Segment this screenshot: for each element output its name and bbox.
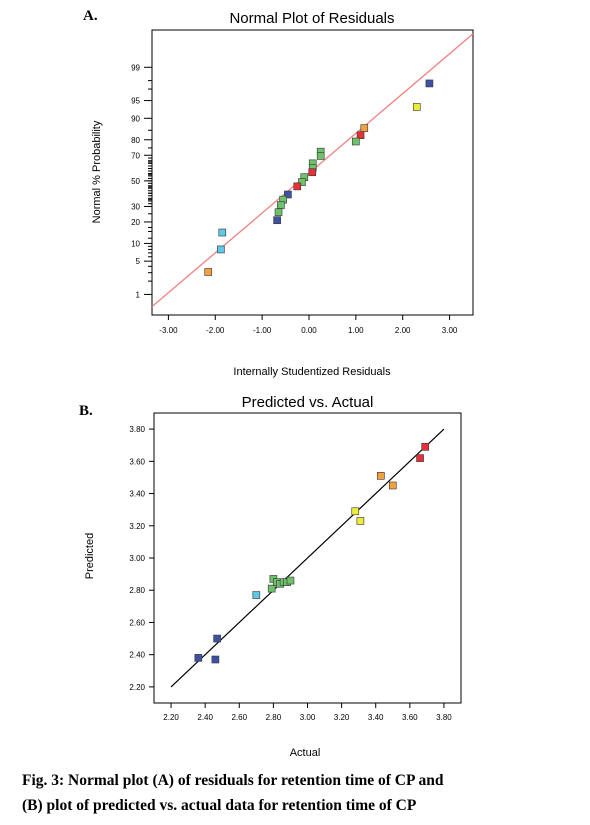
panel-a-x-axis-label: Internally Studentized Residuals — [233, 366, 391, 378]
y-tick-label: 20 — [131, 218, 140, 227]
data-point — [194, 654, 203, 662]
data-point — [274, 208, 283, 217]
y-tick-label: 3.60 — [129, 457, 145, 466]
x-tick-label: 3.20 — [334, 713, 350, 722]
data-point — [277, 201, 285, 209]
y-tick-label: 70 — [131, 151, 140, 160]
x-tick-label: -1.00 — [253, 326, 272, 335]
data-point — [356, 517, 365, 525]
x-tick-label: 2.00 — [395, 326, 411, 335]
data-point — [308, 168, 317, 177]
y-tick-label: 30 — [131, 202, 140, 211]
panel-a-title: Normal Plot of Residuals — [229, 10, 395, 27]
normal-plot-of-residuals: 1 5 10 20 30 50 70 80 90 95 99 -3.00 -2.00 -1.00 0.00 1… — [131, 29, 474, 335]
x-tick-label: 0.00 — [301, 326, 317, 335]
caption-line-2: (B) plot of predicted vs. actual data fo… — [22, 797, 417, 814]
y-tick-label: 5 — [136, 257, 141, 266]
data-point — [273, 216, 281, 225]
panel-a-label: A. — [83, 8, 98, 24]
y-tick-label: 3.00 — [129, 554, 145, 563]
y-tick-label: 90 — [131, 114, 140, 123]
data-point — [351, 507, 360, 516]
x-tick-label: 3.40 — [368, 713, 384, 722]
x-tick-label: 2.20 — [163, 713, 179, 722]
data-point — [284, 190, 292, 199]
y-tick-label: 2.40 — [129, 651, 145, 660]
predicted-vs-actual-plot: 2.20 2.40 2.60 2.80 3.00 3.20 3.40 3.60 3.80 2.20… — [129, 412, 462, 722]
y-tick-label: 95 — [131, 97, 140, 106]
panel-b-title: Predicted vs. Actual — [241, 394, 374, 411]
x-tick-label: 2.80 — [266, 713, 282, 722]
data-point — [416, 454, 424, 462]
data-point — [204, 268, 213, 276]
y-tick-label: 50 — [131, 177, 140, 186]
y-tick-label: 2.20 — [129, 683, 145, 692]
panel-b-x-axis-label: Actual — [289, 747, 321, 759]
panel-b-label: B. — [79, 403, 93, 419]
y-tick-label: 80 — [131, 136, 140, 145]
data-point — [298, 178, 306, 186]
data-point — [412, 103, 421, 111]
x-tick-label: 3.00 — [442, 326, 458, 335]
data-point — [213, 634, 221, 643]
x-tick-label: 1.00 — [348, 326, 364, 335]
y-tick-label: 2.60 — [129, 618, 145, 627]
data-point — [286, 576, 295, 585]
data-point — [377, 472, 385, 480]
x-tick-label: 3.00 — [300, 713, 316, 722]
data-point — [217, 245, 225, 254]
data-point — [421, 443, 429, 451]
caption-line-1: Fig. 3: Normal plot (A) of residuals for… — [22, 772, 444, 789]
data-point — [425, 79, 434, 88]
data-point — [252, 591, 261, 599]
x-tick-label: -3.00 — [159, 326, 178, 335]
plot-frame — [151, 29, 474, 316]
x-tick-label: 3.80 — [436, 713, 452, 722]
figure-caption: Fig. 3: Normal plot (A) of residuals for… — [22, 768, 582, 818]
data-point — [388, 481, 397, 490]
y-tick-label: 99 — [131, 63, 140, 72]
data-point — [211, 655, 220, 664]
data-point — [293, 182, 302, 191]
data-point — [218, 228, 227, 237]
reference-line — [170, 428, 445, 688]
y-tick-label: 2.80 — [129, 586, 145, 595]
x-tick-label: -2.00 — [206, 326, 225, 335]
data-point — [360, 124, 369, 132]
x-tick-label: 2.60 — [231, 713, 247, 722]
y-tick-label: 3.80 — [129, 425, 145, 434]
data-point — [267, 584, 276, 593]
y-tick-label: 1 — [136, 290, 141, 299]
y-tick-label: 3.20 — [129, 522, 145, 531]
data-point — [356, 131, 365, 140]
y-tick-label: 10 — [131, 239, 140, 248]
y-tick-label: 3.40 — [129, 490, 145, 499]
data-point — [352, 137, 360, 146]
x-tick-label: 3.60 — [402, 713, 418, 722]
x-tick-label: 2.40 — [197, 713, 213, 722]
data-point — [316, 152, 325, 160]
